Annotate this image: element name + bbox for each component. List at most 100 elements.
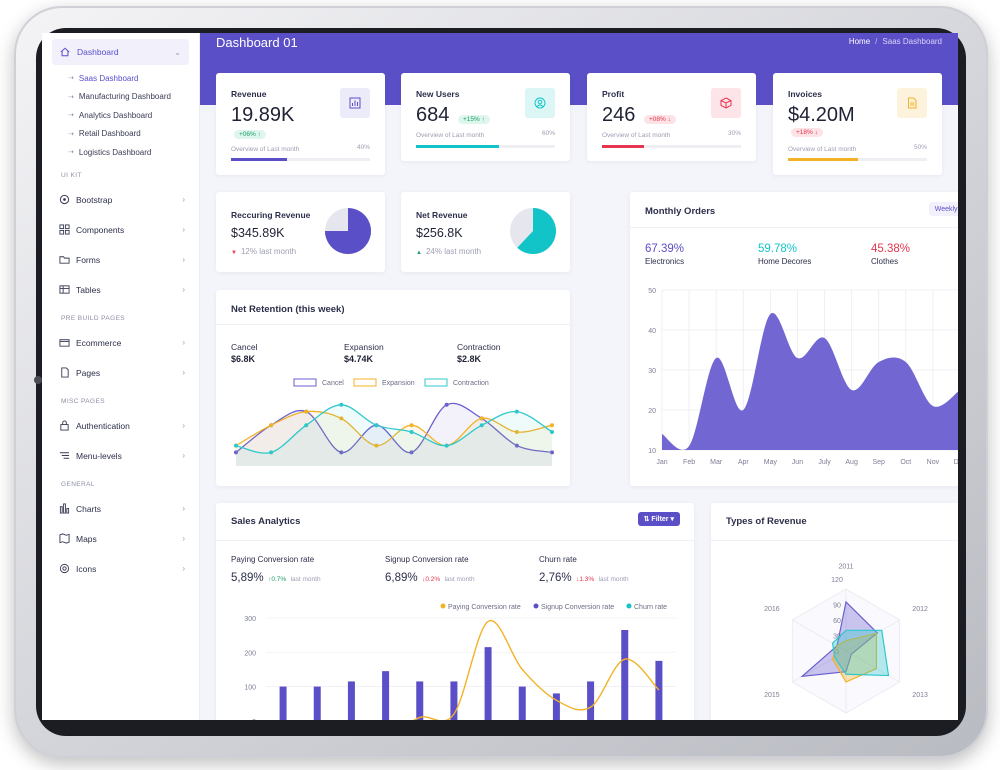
net-revenue-sub: ▲ 24% last month	[416, 247, 482, 256]
net-revenue-card: Net Revenue $256.8K ▲ 24% last month	[401, 192, 570, 272]
sidebar-item-ecommerce[interactable]: Ecommerce ›	[42, 328, 199, 358]
stat-percent: 30%	[727, 130, 741, 137]
stat-value: $4.20M	[788, 104, 855, 126]
kpi-value: 45.38%	[871, 243, 911, 255]
retention-point	[479, 423, 484, 428]
filter-button[interactable]: ⇅ Filter ▾	[637, 512, 680, 526]
sidebar-item-bootstrap[interactable]: Bootstrap ›	[42, 185, 199, 215]
recurring-sub: ▼ 12% last month	[231, 247, 297, 256]
weekly-dropdown[interactable]: Weekly ▾	[928, 202, 958, 216]
stat-card-new-users: New Users 684 +15% ↑ Overview of Last mo…	[401, 73, 570, 161]
sidebar-item-forms[interactable]: Forms ›	[42, 245, 199, 275]
signup-bar	[382, 671, 390, 720]
stat-progress-track	[602, 145, 741, 148]
chevron-right-icon: ›	[182, 255, 185, 264]
x-tick-label: July	[818, 459, 831, 466]
submenu-item-saas[interactable]: ⇢ Saas Dashboard	[68, 73, 139, 83]
retention-point	[269, 423, 274, 428]
sidebar-item-authentication[interactable]: Authentication ›	[42, 411, 199, 441]
radar-axis-label: 2012	[912, 606, 928, 613]
stat-overview: Overview of Last month	[788, 146, 857, 153]
kpi-value: $2.8K	[457, 354, 482, 364]
stat-badge: +06% ↑	[234, 130, 266, 139]
stat-badge: +18% ↓	[791, 128, 823, 137]
stat-percent: 50%	[913, 144, 927, 151]
retention-point	[234, 450, 238, 455]
kpi-suffix: last month	[290, 576, 321, 583]
document-icon	[908, 97, 917, 109]
x-tick-label: Sep	[872, 459, 885, 466]
icons-icon	[59, 563, 70, 574]
sidebar-item-components[interactable]: Components ›	[42, 215, 199, 245]
breadcrumb-current: Saas Dashboard	[882, 37, 942, 46]
x-tick-label: Feb	[683, 459, 695, 466]
sidebar-item-icons[interactable]: Icons ›	[42, 554, 199, 584]
sidebar-item-dashboard[interactable]: Dashboard ⌄	[52, 39, 189, 65]
sidebar: Dashboard ⌄ ⇢ Saas Dashboard ⇢ Manufacturi…	[42, 33, 200, 720]
net-retention-card: Net Retention (this week) Cancel $6.8K E…	[216, 290, 570, 486]
legend-label: Paying Conversion rate	[448, 604, 521, 611]
radar-value-label: 0	[835, 649, 839, 656]
retention-point	[409, 430, 414, 434]
submenu-item-logistics[interactable]: ⇢ Logistics Dashboard	[68, 147, 152, 157]
sidebar-item-charts[interactable]: Charts ›	[42, 494, 199, 524]
sales-analytics-chart: Paying Conversion rate Signup Conversion…	[244, 603, 676, 720]
radar-axis-label: 2016	[764, 606, 780, 613]
retention-legend: Cancel Expansion Contraction	[293, 378, 489, 387]
retention-point	[339, 416, 344, 421]
legend-label: Expansion	[382, 380, 415, 387]
chevron-right-icon: ›	[182, 195, 185, 204]
submenu-item-analytics[interactable]: ⇢ Analytics Dashboard	[68, 110, 153, 120]
sidebar-item-pages[interactable]: Pages ›	[42, 358, 199, 388]
sales-analytics-card: Sales Analytics ⇅ Filter ▾ Paying Conver…	[216, 503, 694, 720]
signup-bar	[347, 681, 355, 720]
retention-line-expansion	[235, 410, 553, 447]
retention-point	[234, 443, 238, 448]
pie-slice	[517, 208, 556, 254]
chevron-right-icon: ›	[182, 421, 185, 430]
components-icon	[59, 224, 70, 235]
sales-legend: Paying Conversion rate Signup Conversion…	[440, 603, 667, 611]
chevron-right-icon: ›	[182, 451, 185, 460]
stat-icon-box	[711, 88, 741, 118]
pie-slice	[325, 208, 371, 254]
retention-point	[409, 423, 414, 428]
stat-icon-box	[897, 88, 927, 118]
legend-dot	[440, 603, 446, 609]
retention-point	[304, 409, 309, 414]
stat-badge: +15% ↑	[458, 115, 490, 124]
kpi-value: 59.78%	[758, 243, 798, 255]
retention-point	[550, 423, 554, 428]
legend-label: Churn rate	[634, 604, 667, 611]
legend-dot	[626, 603, 632, 609]
y-tick-label: 200	[244, 650, 256, 657]
y-tick-label: 20	[648, 408, 656, 415]
submenu-item-retail[interactable]: ⇢ Retail Dashboard	[68, 129, 141, 139]
chevron-right-icon: ›	[182, 338, 185, 347]
breadcrumb-home[interactable]: Home	[848, 37, 871, 46]
kpi-paying: Paying Conversion rate 5,89% ↑0.7% last m…	[231, 555, 321, 586]
net-revenue-value: $256.8K	[416, 226, 463, 240]
stat-progress-fill	[416, 145, 500, 148]
stat-icon-box	[340, 88, 370, 118]
recurring-revenue-card: Reccuring Revenue $345.89K ▼ 12% last mon…	[216, 192, 385, 272]
sidebar-item-tables[interactable]: Tables ›	[42, 275, 199, 305]
retention-point	[339, 402, 344, 407]
recurring-pie	[325, 208, 371, 254]
sidebar-item-maps[interactable]: Maps ›	[42, 524, 199, 554]
retention-area-cancel	[236, 403, 552, 466]
retention-line-cancel	[235, 402, 553, 454]
stat-card-revenue: Revenue 19.89K +06% ↑ Overview of Last m…	[216, 73, 385, 175]
orders-area	[662, 313, 958, 450]
card-title: Sales Analytics	[231, 516, 301, 527]
y-tick-label: 40	[648, 328, 656, 335]
sidebar-item-menu-levels[interactable]: Menu-levels ›	[42, 441, 199, 471]
legend-label: Signup Conversion rate	[541, 604, 614, 611]
radar-spoke	[845, 619, 900, 652]
submenu-item-manufacturing[interactable]: ⇢ Manufacturing Dashboard	[68, 92, 171, 102]
stat-label: New Users	[416, 89, 460, 99]
kpi-home-decores: 59.78% Home Decores	[758, 243, 811, 266]
kpi-delta: ↓0.2%	[422, 576, 441, 583]
card-title: Types of Revenue	[726, 516, 807, 527]
divider	[630, 227, 958, 228]
